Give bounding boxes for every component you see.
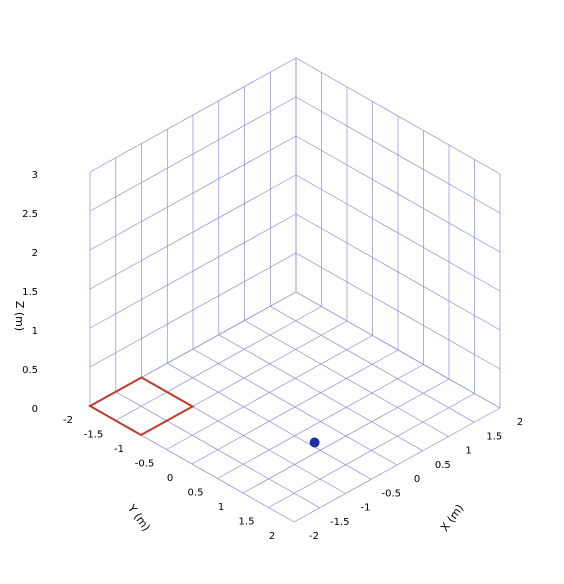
outline-layer: [87, 376, 195, 437]
right-wall-gridline: [295, 57, 501, 175]
floor-gridline: [191, 349, 399, 465]
floor-gridline: [115, 306, 322, 421]
y-tick-label: 2: [269, 531, 275, 542]
left-wall-gridline: [89, 57, 297, 173]
x-tick-label: -1.5: [330, 517, 350, 528]
floor-gridline: [166, 335, 373, 450]
y-tick-label: -1.5: [84, 430, 104, 441]
z-tick-label: 2: [32, 248, 38, 259]
y-axis-label: Y (m): [124, 501, 152, 533]
x-tick-label: 1: [465, 446, 471, 457]
x-tick-label: -1: [361, 503, 371, 514]
left-wall-gridline: [89, 135, 297, 251]
z-tick-label: 3: [32, 170, 38, 181]
y-tick-label: -2: [63, 415, 73, 426]
x-tick-label: 0.5: [435, 460, 451, 471]
right-wall-gridline: [295, 174, 501, 292]
floor-gridline: [268, 393, 475, 508]
x-tick-label: 0: [414, 474, 420, 485]
scatter-point: [309, 437, 320, 448]
x-axis-label: X (m): [438, 502, 466, 534]
point-layer: [309, 437, 320, 448]
x-tick-label: -2: [309, 531, 319, 542]
y-tick-label: 0.5: [188, 488, 204, 499]
z-tick-label: 2.5: [22, 209, 38, 220]
z-tick-label: 1: [32, 326, 38, 337]
x-tick-label: 1.5: [486, 431, 502, 442]
x-tick-label: 2: [517, 417, 523, 428]
grid-layer: [89, 57, 501, 523]
right-wall-gridline: [295, 252, 501, 370]
left-wall-gridline: [89, 213, 297, 329]
floor-outline-square: [87, 376, 195, 437]
right-wall-gridline: [295, 96, 501, 214]
x-tick-label: -0.5: [382, 488, 402, 499]
y-tick-label: 1: [218, 502, 224, 513]
z-tick-label: 0: [32, 404, 38, 415]
z-axis-label: Z (m): [13, 301, 26, 331]
right-wall-gridline: [295, 135, 501, 253]
floor-gridline: [217, 364, 424, 479]
tick-layer: 0 0.5 1 1.5 2 2.5 3 -2 -1.5 -1 -0.5 0 0.5 1 1.5 2 -2 -1.5…: [22, 170, 523, 542]
left-wall-gridline: [89, 252, 297, 368]
floor-gridline: [293, 407, 501, 523]
left-wall-gridline: [89, 174, 297, 290]
y-tick-label: -1: [114, 444, 124, 455]
y-tick-label: 1.5: [239, 517, 255, 528]
left-wall-gridline: [89, 96, 297, 212]
y-tick-label: 0: [167, 473, 173, 484]
floor-gridline: [242, 378, 450, 494]
y-tick-label: -0.5: [135, 459, 155, 470]
z-tick-label: 1.5: [22, 287, 38, 298]
z-tick-label: 0.5: [22, 365, 38, 376]
right-wall-gridline: [295, 213, 501, 331]
right-wall-gridline: [295, 291, 501, 409]
